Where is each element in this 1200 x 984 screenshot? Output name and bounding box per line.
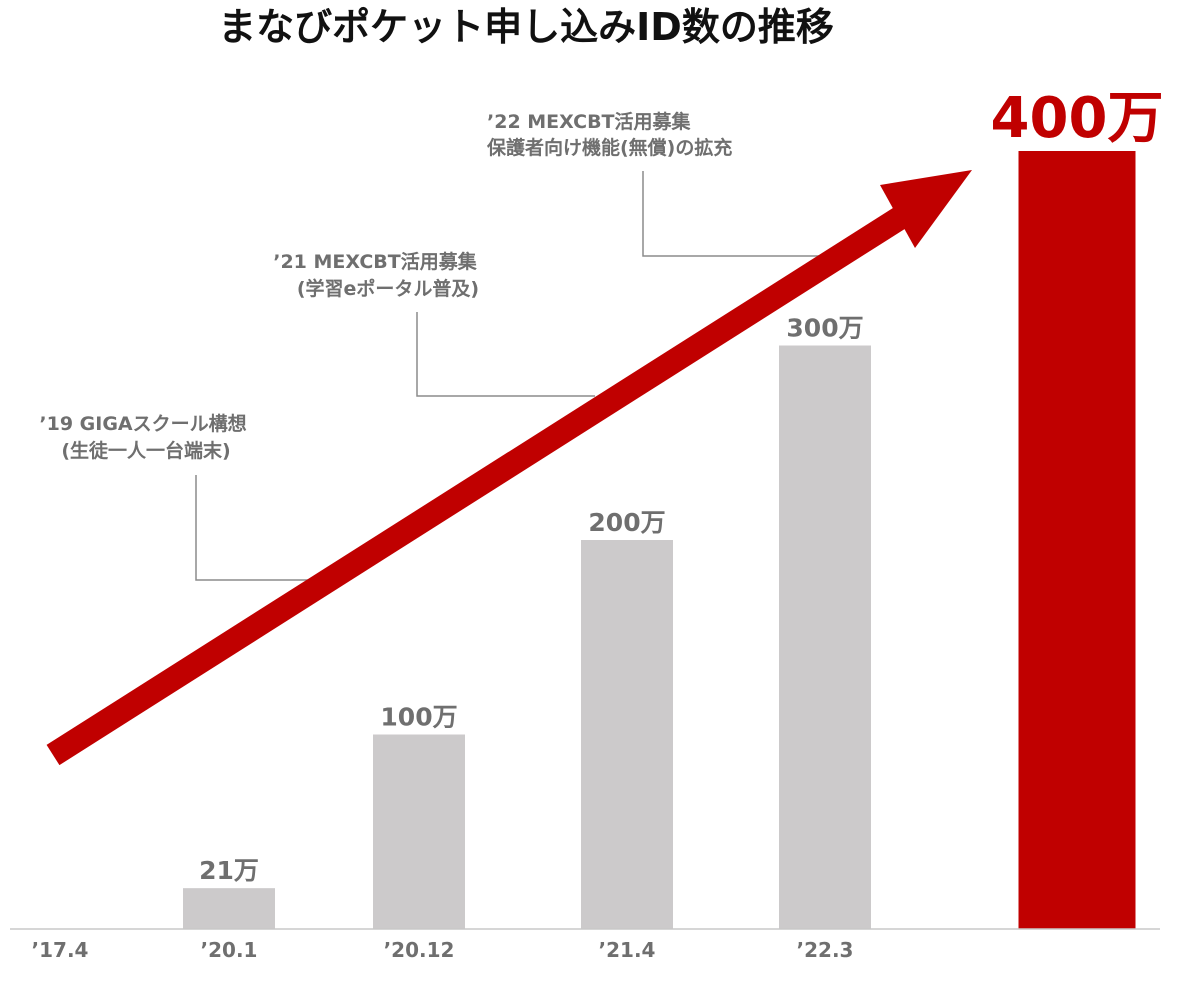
bar <box>581 540 673 929</box>
bar-value-label: 300万 <box>786 314 863 343</box>
chart-title: まなびポケット申し込みID数の推移 <box>218 5 834 49</box>
annotation-mexcbt-2021: ’21 MEXCBT活用募集 (学習eポータル普及) <box>273 250 479 300</box>
annotation-mexcbt-2021-line2: (学習eポータル普及) <box>297 277 479 300</box>
annotation-giga: ’19 GIGAスクール構想 (生徒一人一台端末) <box>39 412 246 462</box>
x-tick-label: ’21.4 <box>599 938 656 962</box>
bar-value-label: 21万 <box>199 856 259 885</box>
x-tick-label: ’22.3 <box>797 938 854 962</box>
annotation-mexcbt-2022-line1: ’22 MEXCBT活用募集 <box>487 110 692 133</box>
annotation-leader-line <box>195 475 322 581</box>
bar <box>373 734 465 929</box>
bar <box>779 345 871 929</box>
annotation-leader-line <box>416 312 595 397</box>
annotation-leader-line <box>642 171 822 257</box>
trend-arrow-head <box>880 170 972 248</box>
annotation-mexcbt-2022: ’22 MEXCBT活用募集 保護者向け機能(無償)の拡充 <box>486 110 732 159</box>
annotation-mexcbt-2022-line2: 保護者向け機能(無償)の拡充 <box>486 136 732 159</box>
annotation-giga-line2: (生徒一人一台端末) <box>61 439 230 462</box>
bar-value-label: 400万 <box>991 86 1164 151</box>
x-tick-label: ’20.1 <box>201 938 258 962</box>
annotation-mexcbt-2021-line1: ’21 MEXCBT活用募集 <box>273 250 478 273</box>
annotation-leaders <box>195 171 822 581</box>
bar-highlight <box>1018 151 1136 929</box>
trend-arrow-shaft <box>46 189 935 766</box>
annotation-giga-line1: ’19 GIGAスクール構想 <box>39 412 246 435</box>
bar-value-label: 200万 <box>588 508 665 537</box>
x-tick-label: ’17.4 <box>32 938 89 962</box>
x-tick-label: ’20.12 <box>384 938 455 962</box>
bar-value-label: 100万 <box>380 703 457 732</box>
trend-arrow <box>46 170 972 766</box>
bars <box>183 151 1136 929</box>
bar <box>183 888 275 929</box>
